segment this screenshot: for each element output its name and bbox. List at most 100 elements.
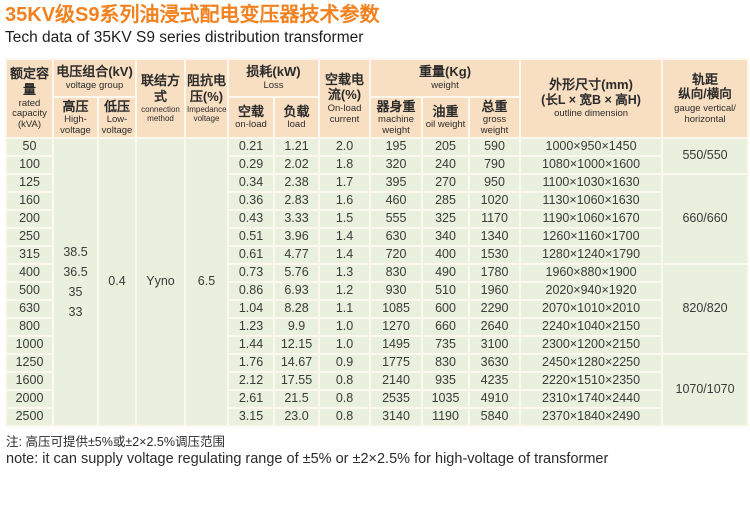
table-row: 2500 3.15 23.0 0.8 3140 1190 5840 2370×1840×249…: [5, 406, 748, 427]
cell-gross-weight: 2290: [468, 298, 522, 319]
cell-gauge: 550/550: [661, 136, 750, 175]
cell-gross-weight: 590: [468, 136, 522, 157]
cell-capacity: 315: [5, 244, 54, 265]
cell-load-loss: 2.38: [272, 172, 321, 193]
col-header-capacity: 额定容量 rated capacity (kVA): [5, 57, 54, 139]
table-row: 100 0.29 2.02 1.8 320 240 790 1080×1000×1600: [5, 154, 748, 175]
cell-gross-weight: 790: [468, 154, 522, 175]
col-header-current: 空载电流(%) On-load current: [318, 57, 372, 139]
cell-gross-weight: 3630: [468, 352, 522, 373]
col-header-weight: 重量(Kg) weight: [369, 57, 522, 98]
high-voltage-label-zh: 高压: [62, 98, 89, 114]
cell-capacity: 160: [5, 190, 54, 211]
cell-oil-weight: 205: [421, 136, 471, 157]
col-header-gross-weight: 总重 gross weight: [468, 95, 522, 139]
table-row: 1250 1.76 14.67 0.9 1775 830 3630 2450×1280×225…: [5, 352, 750, 427]
cell-gross-weight: 950: [468, 172, 522, 193]
cell-capacity: 500: [5, 280, 54, 301]
cell-gross-weight: 1780: [468, 262, 522, 283]
table-row: 315 0.61 4.77 1.4 720 400 1530 1280×1240×1790: [5, 244, 748, 265]
cell-high-voltage: 38.5 36.5 35 33: [52, 136, 99, 427]
cell-on-load-current: 0.8: [318, 370, 372, 391]
cell-gross-weight: 5840: [468, 406, 522, 427]
high-voltage-value: 38.5: [63, 244, 88, 259]
cell-capacity: 2000: [5, 388, 54, 409]
spec-table: 额定容量 rated capacity (kVA) 电压组合(kV) volta…: [5, 57, 750, 427]
note-zh: 注: 高压可提供±5%或±2×2.5%调压范围: [6, 434, 225, 449]
load-label-zh: 负载: [283, 103, 310, 119]
cell-no-load-loss: 0.29: [227, 154, 275, 175]
col-header-low-voltage: 低压 Low-voltage: [97, 95, 137, 139]
col-header-connection: 联结方式 connection method: [135, 57, 186, 139]
voltage-group-label-zh: 电压组合(kV): [56, 64, 133, 80]
cell-capacity: 2500: [5, 406, 54, 427]
current-label-en: On-load current: [327, 102, 362, 125]
cell-outline-dimension: 1130×1060×1630: [519, 190, 664, 211]
col-header-load-loss: 负载 load: [272, 95, 321, 139]
outline-label-en: outline dimension: [554, 108, 629, 120]
cell-load-loss: 12.15: [272, 334, 321, 355]
no-load-label-en: on-load: [235, 119, 267, 131]
cell-gross-weight: 1340: [468, 226, 522, 247]
weight-label-en: weight: [431, 79, 459, 91]
cell-connection: Yyno: [135, 136, 186, 427]
cell-capacity: 400: [5, 262, 54, 283]
col-header-high-voltage: 高压 High-voltage: [52, 95, 99, 139]
cell-capacity: 1600: [5, 370, 54, 391]
note-en: note: it can supply voltage regulating r…: [6, 451, 609, 468]
table-row: 250 0.51 3.96 1.4 630 340 1340 1260×1160×1700: [5, 226, 748, 247]
table-header: 额定容量 rated capacity (kVA) 电压组合(kV) volta…: [5, 57, 750, 139]
cell-on-load-current: 1.1: [318, 298, 372, 319]
cell-gauge: 820/820: [661, 262, 750, 355]
gauge-label-en: gauge vertical/ horizontal: [674, 102, 736, 125]
col-header-impedance: 阻抗电压(%) Impedance voltage: [184, 57, 229, 139]
cell-capacity: 1250: [5, 352, 54, 373]
cell-load-loss: 17.55: [272, 370, 321, 391]
cell-outline-dimension: 1280×1240×1790: [519, 244, 664, 265]
capacity-label-zh: 额定容量: [9, 66, 49, 97]
cell-machine-weight: 3140: [369, 406, 424, 427]
table-row: 160 0.36 2.83 1.6 460 285 1020 1130×1060×1630: [5, 190, 748, 211]
table-row: 125 0.34 2.38 1.7 395 270 950 1100×1030×1630 660…: [5, 172, 750, 265]
table-row: 1000 1.44 12.15 1.0 1495 735 3100 2300×1200×215…: [5, 334, 748, 355]
cell-capacity: 50: [5, 136, 54, 157]
cell-load-loss: 6.93: [272, 280, 321, 301]
cell-machine-weight: 1085: [369, 298, 424, 319]
cell-gross-weight: 1530: [468, 244, 522, 265]
cell-load-loss: 1.21: [272, 136, 321, 157]
connection-label-en: connection method: [141, 104, 180, 123]
cell-gross-weight: 3100: [468, 334, 522, 355]
cell-outline-dimension: 2240×1040×2150: [519, 316, 664, 337]
cell-gross-weight: 1170: [468, 208, 522, 229]
cell-machine-weight: 395: [369, 172, 424, 193]
outline-label-zh: 外形尺寸(mm): [549, 77, 633, 92]
cell-outline-dimension: 1080×1000×1600: [519, 154, 664, 175]
table-row: 800 1.23 9.9 1.0 1270 660 2640 2240×1040×2150: [5, 316, 748, 337]
col-header-oil-weight: 油重 oil weight: [421, 95, 471, 139]
table-body: 50 38.5 36.5 35 33 0.4 Yyno 6.5 0.21 1.21 2.0 195 20…: [5, 136, 750, 427]
page: 35KV级S9系列油浸式配电变压器技术参数 Tech data of 35KV …: [5, 4, 750, 470]
cell-capacity: 800: [5, 316, 54, 337]
cell-no-load-loss: 0.61: [227, 244, 275, 265]
cell-on-load-current: 1.6: [318, 190, 372, 211]
loss-label-en: Loss: [263, 79, 284, 91]
col-header-voltage-group: 电压组合(kV) voltage group: [52, 57, 137, 98]
cell-on-load-current: 1.7: [318, 172, 372, 193]
cell-outline-dimension: 1100×1030×1630: [519, 172, 664, 193]
cell-oil-weight: 600: [421, 298, 471, 319]
cell-machine-weight: 720: [369, 244, 424, 265]
cell-oil-weight: 490: [421, 262, 471, 283]
cell-machine-weight: 460: [369, 190, 424, 211]
oil-weight-label-en: oil weight: [425, 119, 466, 131]
cell-load-loss: 3.96: [272, 226, 321, 247]
col-header-outline: 外形尺寸(mm) (长L × 宽B × 高H) outline dimensio…: [519, 57, 664, 139]
cell-outline-dimension: 2450×1280×2250: [519, 352, 664, 373]
cell-machine-weight: 2535: [369, 388, 424, 409]
cell-machine-weight: 1495: [369, 334, 424, 355]
cell-outline-dimension: 1190×1060×1670: [519, 208, 664, 229]
current-label-zh: 空载电流(%): [325, 71, 365, 103]
cell-outline-dimension: 2310×1740×2440: [519, 388, 664, 409]
cell-no-load-loss: 0.73: [227, 262, 275, 283]
cell-load-loss: 21.5: [272, 388, 321, 409]
notes: 注: 高压可提供±5%或±2×2.5%调压范围 note: it can sup…: [6, 434, 746, 470]
